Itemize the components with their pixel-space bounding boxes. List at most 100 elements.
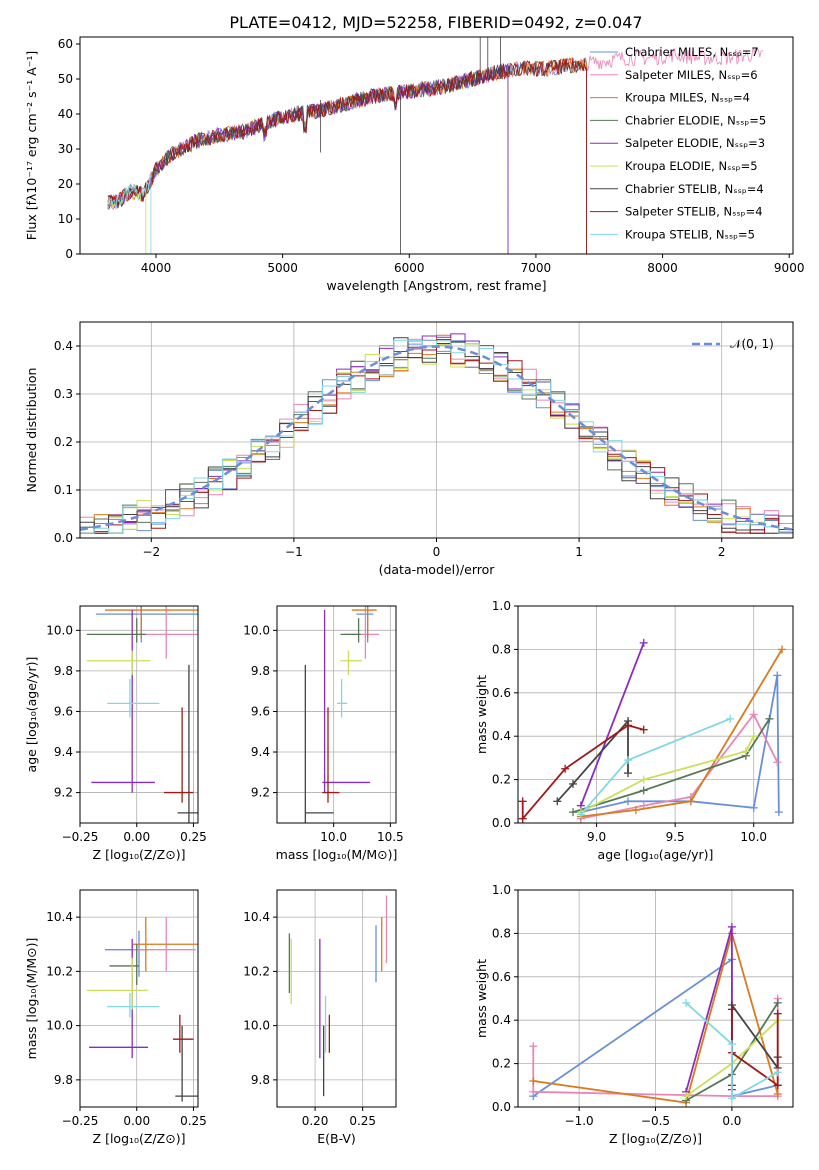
weight-line-krou_elodie <box>580 735 755 813</box>
weight-line-krou_miles <box>580 648 783 818</box>
y-tick-label: 9.6 <box>251 704 270 718</box>
y-tick-label: 0.8 <box>492 926 511 940</box>
x-tick-label: 2 <box>718 545 726 559</box>
legend-label-chab_miles: Chabrier MILES, Nₛₛₚ=7 <box>625 45 759 59</box>
panel-mass_weight_vs_age: 9.0 9.5 10.0 0.0 0.2 0.4 0.6 0.8 1.0 age [log₁₀(a… <box>474 599 794 862</box>
y-tick-label: 50 <box>58 72 73 86</box>
plot-area <box>304 606 379 823</box>
y-tick-label: 60 <box>58 37 73 51</box>
legend-label-normal: 𝒩(0, 1) <box>730 337 774 351</box>
x-tick-label: 6000 <box>394 261 425 275</box>
y-tick-label: 9.2 <box>251 786 270 800</box>
plot-area <box>518 638 786 823</box>
x-tick-label: −0.5 <box>641 1114 670 1128</box>
plot-area <box>107 37 764 254</box>
x-tick-label: 0.00 <box>123 1114 150 1128</box>
y-tick-label: 0.2 <box>492 1057 511 1071</box>
x-axis-label: mass [log₁₀(M/M⊙)] <box>276 847 398 862</box>
y-tick-label: 10.4 <box>243 910 270 924</box>
axes-frame <box>517 889 794 1108</box>
x-tick-label: 0.25 <box>349 1114 376 1128</box>
weight-line-krou_stelib <box>685 1002 779 1100</box>
y-tick-label: 9.8 <box>251 664 270 678</box>
x-tick-label: 10.5 <box>377 830 404 844</box>
axes-frame <box>276 605 397 824</box>
x-tick-label: 9.0 <box>587 830 606 844</box>
y-tick-label: 0.4 <box>492 729 511 743</box>
y-tick-label: 40 <box>58 107 73 121</box>
axes-frame <box>79 889 199 1108</box>
y-tick-label: 0.4 <box>54 339 73 353</box>
weight-line-salp_elodie <box>580 642 645 806</box>
legend-label-krou_stelib: Kroupa STELIB, Nₛₛₚ=5 <box>625 227 755 241</box>
weight-line-chab_miles <box>580 675 780 814</box>
y-tick-label: 1.0 <box>492 599 511 613</box>
x-tick-label: −1 <box>285 545 303 559</box>
y-axis-label: mass [log₁₀(M/M⊙)] <box>24 938 39 1060</box>
panel-spectrum: 4000 5000 6000 7000 8000 9000 0 10 20 30 40 50 60 wav… <box>24 36 804 293</box>
normal-curve <box>80 345 793 531</box>
y-tick-label: 10.2 <box>46 964 73 978</box>
y-tick-label: 0.1 <box>54 483 73 497</box>
weight-line-chab_elodie <box>572 718 771 814</box>
plot-area <box>86 606 198 823</box>
y-tick-label: 0 <box>65 247 73 261</box>
spectrum-line-krou_stelib <box>107 174 152 254</box>
panel-mass_vs_Z: −0.25 0.00 0.25 9.8 10.0 10.2 10.4 Z [log₁₀(Z/Z… <box>24 889 207 1146</box>
y-axis-label: Flux [fλ10⁻¹⁷ erg cm⁻² s⁻¹ A⁻¹] <box>24 51 39 240</box>
y-tick-label: 0.2 <box>492 773 511 787</box>
y-tick-label: 20 <box>58 177 73 191</box>
legend-label-krou_miles: Kroupa MILES, Nₛₛₚ=4 <box>625 91 750 105</box>
y-tick-label: 9.4 <box>54 745 73 759</box>
legend: Chabrier MILES, Nₛₛₚ=7 Salpeter MILES, Nₛ… <box>590 45 766 241</box>
x-tick-label: 0.20 <box>302 1114 329 1128</box>
x-axis-label: E(B-V) <box>317 1131 356 1146</box>
x-tick-label: 0.00 <box>123 830 150 844</box>
panel-residuals: −2 −1 0 1 2 0.0 0.1 0.2 0.3 0.4 (data-model)/error… <box>24 321 794 577</box>
axes-frame <box>79 321 794 539</box>
x-tick-label: −0.25 <box>62 1114 99 1128</box>
plot-area <box>80 333 793 534</box>
y-tick-label: 0.8 <box>492 642 511 656</box>
x-axis-label: (data-model)/error <box>379 562 496 577</box>
plot-area <box>529 922 782 1107</box>
hist-step-krou_stelib <box>80 339 793 534</box>
panels: 4000 5000 6000 7000 8000 90000102030405060wav… <box>24 36 804 1146</box>
y-tick-label: 9.8 <box>54 664 73 678</box>
plot-area <box>86 917 198 1102</box>
y-axis-label: mass weight <box>474 959 489 1038</box>
y-tick-label: 0.3 <box>54 387 73 401</box>
y-tick-label: 0.2 <box>54 435 73 449</box>
x-axis-label: Z [log₁₀(Z/Z⊙)] <box>93 1131 186 1146</box>
x-tick-label: 10.0 <box>320 830 347 844</box>
spectrum-line-krou_elodie <box>107 184 509 254</box>
y-tick-label: 0.6 <box>492 970 511 984</box>
spectrum-line-salp_stelib <box>107 57 587 254</box>
y-tick-label: 10.0 <box>243 1019 270 1033</box>
hist-step-salp_elodie <box>80 333 793 534</box>
weight-line-salp_stelib <box>730 1009 779 1088</box>
panel-age_vs_mass: 10.0 10.5 9.2 9.4 9.6 9.8 10.0 mass [log₁₀(M/M⊙… <box>243 605 404 862</box>
y-tick-label: 10 <box>58 212 73 226</box>
legend-label-chab_elodie: Chabrier ELODIE, Nₛₛₚ=5 <box>625 113 766 127</box>
y-tick-label: 9.6 <box>54 704 73 718</box>
y-axis-label: age [log₁₀(age/yr)] <box>24 657 39 773</box>
legend-label-salp_elodie: Salpeter ELODIE, Nₛₛₚ=3 <box>625 136 765 150</box>
y-tick-label: 1.0 <box>492 883 511 897</box>
y-tick-label: 10.0 <box>46 1019 73 1033</box>
panel-mass_vs_ebv: 0.20 0.25 9.8 10.0 10.2 10.4 E(B-V) <box>243 889 397 1146</box>
x-axis-label: Z [log₁₀(Z/Z⊙)] <box>609 1131 702 1146</box>
legend-label-krou_elodie: Kroupa ELODIE, Nₛₛₚ=5 <box>625 159 758 173</box>
y-tick-label: 10.0 <box>243 623 270 637</box>
spectrum-line-chab_miles <box>107 57 587 210</box>
x-tick-label: −2 <box>142 545 160 559</box>
axes-frame <box>79 36 794 255</box>
y-tick-label: 0.4 <box>492 1013 511 1027</box>
x-tick-label: 0 <box>433 545 441 559</box>
x-tick-label: 1 <box>575 545 583 559</box>
y-tick-label: 10.0 <box>46 623 73 637</box>
axes-frame <box>79 605 199 824</box>
panel-age_vs_Z: −0.25 0.00 0.25 9.2 9.4 9.6 9.8 10.0 Z [log₁₀(Z/… <box>24 605 207 862</box>
x-tick-label: 0.25 <box>180 830 207 844</box>
